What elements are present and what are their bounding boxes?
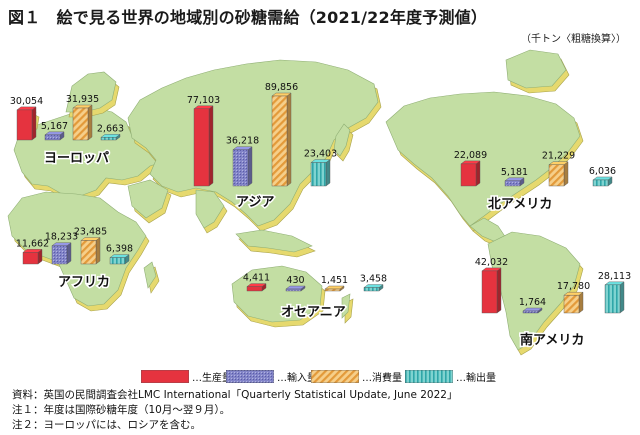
bar-consumption-4 <box>548 161 569 187</box>
legend-swatch-consumption <box>311 369 359 383</box>
value-label-consumption-4: 21,229 <box>542 151 575 162</box>
bar-imports-0 <box>44 131 65 141</box>
bar-consumption-1 <box>80 237 101 265</box>
value-label-imports-5: 1,764 <box>519 297 546 308</box>
value-label-exports-4: 6,036 <box>589 166 616 177</box>
continents-layer <box>7 49 584 356</box>
value-label-exports-3: 3,458 <box>360 274 387 285</box>
indonesia-shape <box>235 229 313 253</box>
note-1: 注１：年度は国際砂糖年度（10月～翌９月）。 <box>12 404 231 416</box>
value-label-consumption-0: 31,935 <box>66 94 99 105</box>
value-label-consumption-1: 23,485 <box>74 226 107 237</box>
value-label-imports-0: 5,167 <box>41 121 68 132</box>
bar-exports-4 <box>592 176 613 187</box>
legend-swatch-exports <box>405 369 453 383</box>
australia-shape <box>231 265 323 323</box>
value-label-imports-3: 430 <box>286 275 304 286</box>
bar-imports-3 <box>285 285 306 292</box>
japan-shape <box>333 123 351 157</box>
region-label-0: ヨーロッパ <box>44 151 109 166</box>
new-zealand-shape <box>341 293 351 319</box>
region-label-2: アジア <box>236 195 274 210</box>
legend-item-exports: …輸出量 <box>405 368 496 384</box>
legend-item-production: …生産量 <box>141 368 232 384</box>
bar-imports-4 <box>504 177 525 187</box>
bar-production-0 <box>16 106 37 141</box>
north-america-shape <box>385 91 581 227</box>
legend-swatch-production <box>141 369 189 383</box>
legend-item-imports: …輸入量 <box>226 368 317 384</box>
value-label-imports-1: 18,233 <box>45 232 78 243</box>
value-label-production-5: 42,032 <box>475 257 508 268</box>
legend-swatch-imports <box>226 369 274 383</box>
legend-label-consumption: …消費量 <box>362 372 402 384</box>
value-label-consumption-5: 17,780 <box>557 281 590 292</box>
region-label-1: アフリカ <box>58 275 110 290</box>
legend-label-production: …生産量 <box>192 372 232 384</box>
value-label-exports-0: 2,663 <box>97 123 124 134</box>
region-label-5: 南アメリカ <box>520 332 584 348</box>
bars-layer <box>16 92 625 314</box>
south-america-shape <box>487 231 581 351</box>
bar-production-3 <box>246 283 267 292</box>
greenland-shape <box>505 49 567 89</box>
bar-consumption-2 <box>271 92 292 187</box>
region-label-3: オセアニア <box>281 305 346 320</box>
note-2: 注２：ヨーロッパには、ロシアを含む。 <box>12 419 201 431</box>
value-label-production-3: 4,411 <box>243 273 270 284</box>
unit-label: （千トン〈粗糖換算〉） <box>521 34 626 45</box>
value-label-consumption-2: 89,856 <box>265 82 298 93</box>
bar-production-1 <box>22 248 43 265</box>
value-label-production-1: 11,662 <box>16 238 49 249</box>
bar-exports-2 <box>310 159 331 187</box>
bar-exports-1 <box>109 254 130 265</box>
legend-item-consumption: …消費量 <box>311 368 402 384</box>
value-label-exports-1: 6,398 <box>106 244 133 255</box>
legend-label-exports: …輸出量 <box>456 372 496 384</box>
value-label-exports-5: 28,113 <box>598 271 631 282</box>
bar-exports-0 <box>100 133 121 141</box>
world-map-chart: 30,0545,16731,9352,663ヨーロッパ11,66218,2332… <box>7 49 631 356</box>
value-label-consumption-3: 1,451 <box>321 275 348 286</box>
legend-label-imports: …輸入量 <box>277 372 317 384</box>
value-label-imports-4: 5,181 <box>501 167 528 178</box>
value-label-production-0: 30,054 <box>10 96 43 107</box>
arabia-shape <box>127 179 169 219</box>
notes: 資料：英国の民間調査会社LMC International「Quarterly … <box>12 388 457 433</box>
region-label-4: 北アメリカ <box>488 197 552 212</box>
bar-imports-2 <box>232 146 253 187</box>
bar-exports-3 <box>363 284 384 292</box>
bar-imports-5 <box>522 307 543 314</box>
india-shape <box>195 189 225 229</box>
bar-production-2 <box>193 105 214 187</box>
value-label-imports-2: 36,218 <box>226 136 259 147</box>
bar-exports-5 <box>604 281 625 314</box>
bar-production-4 <box>460 160 481 187</box>
value-label-production-2: 77,103 <box>187 95 220 106</box>
bar-production-5 <box>481 267 502 314</box>
bar-consumption-0 <box>72 104 93 141</box>
bar-consumption-3 <box>324 285 345 292</box>
value-label-exports-2: 23,403 <box>304 149 337 160</box>
chart-title: 図１ 絵で見る世界の地域別の砂糖需給（2021/22年度予測値） <box>8 8 488 27</box>
source-note: 資料：英国の民間調査会社LMC International「Quarterly … <box>12 389 458 401</box>
bar-imports-1 <box>51 242 72 265</box>
africa-shape <box>7 191 147 307</box>
madagascar-shape <box>143 261 157 289</box>
bar-consumption-5 <box>563 291 584 314</box>
value-label-production-4: 22,089 <box>454 150 487 161</box>
labels-layer: 30,0545,16731,9352,663ヨーロッパ11,66218,2332… <box>10 82 631 350</box>
